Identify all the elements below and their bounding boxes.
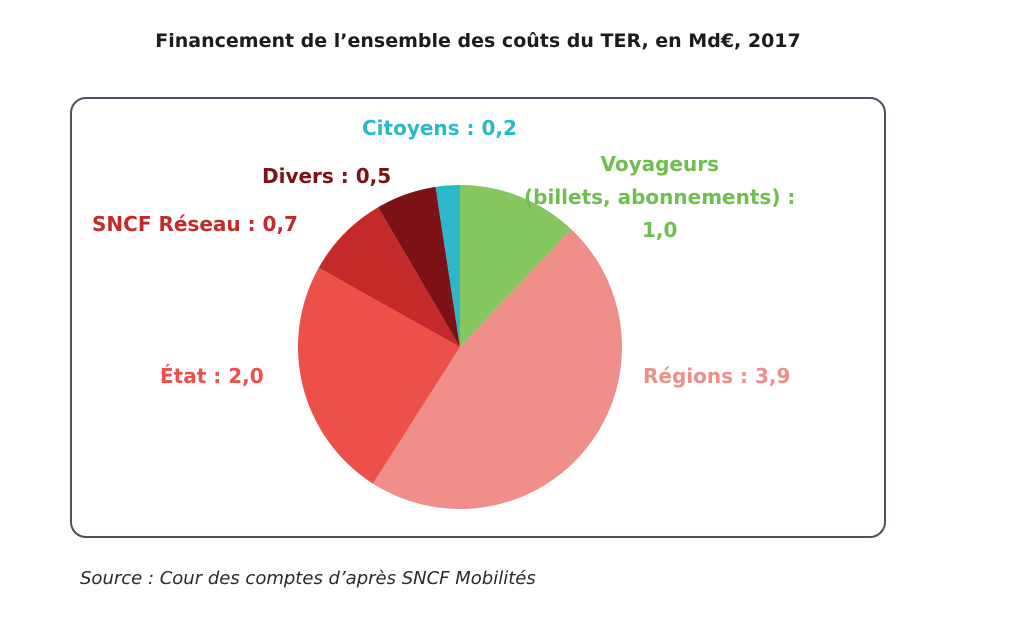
label-voyageurs: Voyageurs (billets, abonnements) : 1,0 [524,148,795,247]
label-voyageurs-line: 1,0 [641,218,678,242]
pie-slice-sncf-reseau [318,207,460,347]
pie-slice-citoyens [435,185,460,347]
label-citoyens: Citoyens : 0,2 [362,116,517,140]
label-voyageurs-line: (billets, abonnements) : [524,185,796,209]
label-etat: État : 2,0 [160,364,264,388]
pie-slice-voyageurs [460,184,572,347]
source-note: Source : Cour des comptes d’après SNCF M… [80,568,536,589]
pie-slice-divers [378,186,460,347]
pie-slice-etat [298,267,460,484]
label-divers: Divers : 0,5 [262,164,392,188]
pie-slice-regions [372,229,623,510]
label-regions: Régions : 3,9 [643,364,791,388]
chart-frame [70,97,886,538]
label-sncf-reseau: SNCF Réseau : 0,7 [92,212,298,236]
label-voyageurs-line: Voyageurs [600,152,719,176]
chart-title: Financement de l’ensemble des coûts du T… [155,30,801,52]
